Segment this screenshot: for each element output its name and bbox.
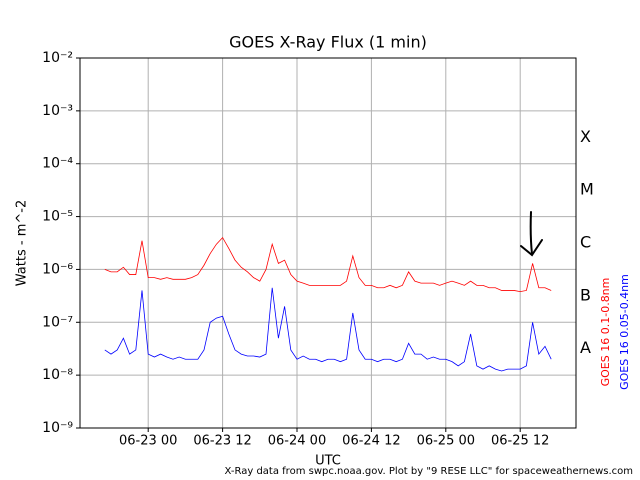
x-tick-label: 06-24 00 bbox=[268, 434, 326, 449]
legend-entry: GOES 16 0.1-0.8nm bbox=[599, 278, 612, 387]
arrow-shaft bbox=[529, 211, 533, 255]
y-axis-label: Watts - m^-2 bbox=[15, 200, 30, 286]
x-tick-label: 06-23 00 bbox=[119, 434, 177, 449]
footer: X-Ray data from swpc.noaa.gov. Plot by "… bbox=[225, 466, 633, 477]
x-tick-label: 06-24 12 bbox=[342, 434, 400, 449]
flare-class-label: A bbox=[580, 338, 591, 357]
arrow-head bbox=[520, 239, 543, 257]
series-line bbox=[104, 287, 552, 372]
y-tick-label: 10⁻⁵ bbox=[42, 209, 73, 225]
axes-frame bbox=[79, 57, 577, 429]
y-tick-label: 10⁻⁸ bbox=[42, 367, 73, 383]
y-tick-label: 10⁻⁷ bbox=[42, 314, 73, 330]
series-line bbox=[104, 236, 552, 293]
x-tick-label: 06-25 00 bbox=[417, 434, 475, 449]
chart-title: GOES X-Ray Flux (1 min) bbox=[229, 33, 427, 52]
x-tick-label: 06-23 12 bbox=[193, 434, 251, 449]
plot-area bbox=[80, 57, 576, 429]
y-tick-label: 10⁻⁴ bbox=[42, 156, 73, 172]
flare-class-label: X bbox=[580, 127, 591, 146]
annotation-arrow bbox=[520, 211, 543, 257]
y-tick-label: 10⁻³ bbox=[42, 103, 73, 119]
y-tick-label: 10⁻² bbox=[42, 50, 73, 66]
legend-entry: GOES 16 0.05-0.4nm bbox=[618, 274, 631, 390]
x-tick-label: 06-25 12 bbox=[491, 434, 549, 449]
flare-class-label: M bbox=[580, 180, 594, 199]
flare-class-label: C bbox=[580, 233, 591, 252]
x-axis-label: UTC bbox=[315, 454, 341, 469]
y-tick-label: 10⁻⁶ bbox=[42, 261, 73, 277]
flare-class-label: B bbox=[580, 285, 591, 304]
y-tick-label: 10⁻⁹ bbox=[42, 420, 73, 436]
